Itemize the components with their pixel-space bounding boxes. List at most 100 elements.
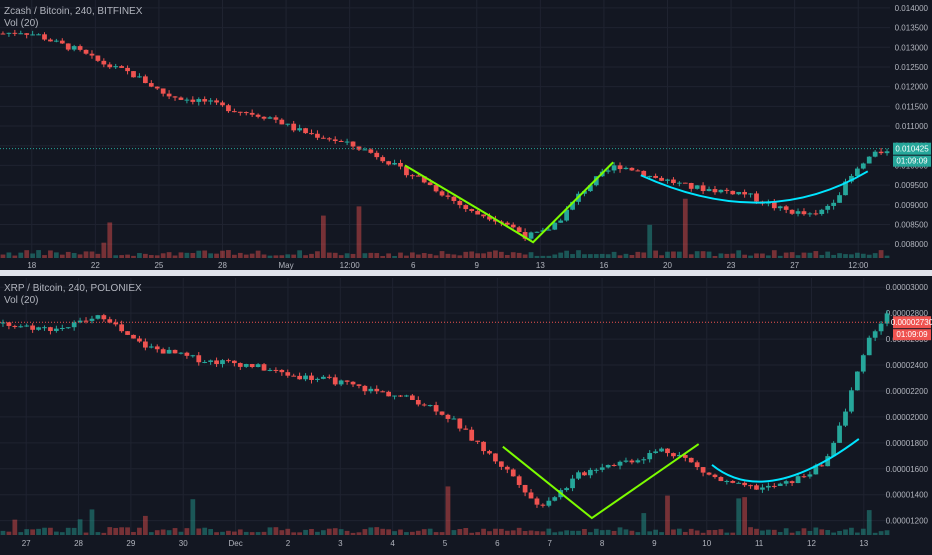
volume-bar [617,255,623,258]
volume-bar [516,527,522,535]
volume-bar [143,253,148,258]
candle-body [410,175,415,177]
candle-body [12,325,18,327]
volume-bar [706,251,712,258]
candle-body [712,189,718,193]
countdown-tag [893,155,931,167]
volume-bar [653,529,658,535]
candle-body [71,46,77,50]
volume-bar [255,532,261,535]
candle-body [866,337,872,356]
volume-bar [24,250,30,258]
candle-body [878,323,884,332]
volume-bar [42,255,47,258]
candle-body [700,467,706,473]
volume-bar [837,253,842,258]
candle-body [374,152,380,158]
volume-bar [255,250,261,258]
volume-bar [338,529,344,535]
candle-body [457,418,463,429]
volume-bar [510,530,516,535]
candle-body [813,213,819,215]
candle-body [398,162,403,167]
candle-body [766,485,771,488]
volume-bar [433,255,439,258]
volume-bar [0,254,6,258]
volume-bar [552,532,558,535]
candle-body [415,399,421,405]
volume-bar [160,529,166,535]
volume-bar [540,255,546,258]
volume-bar [504,530,510,535]
volume-bar [65,251,71,258]
volume-bar [831,254,836,258]
candle-body [825,205,831,210]
candle-body [789,481,795,484]
candle-body [380,391,386,393]
volume-bar [119,527,124,535]
volume-bar [392,255,397,258]
volume-bar [558,252,564,258]
x-tick-label: 18 [27,261,36,270]
candle-body [332,139,338,142]
candle-body [237,111,243,113]
volume-bar [178,252,184,258]
candle-body [677,182,682,184]
candle-body [671,179,676,184]
candle-body [617,461,623,466]
candle-body [659,177,664,181]
chart-title[interactable]: XRP / Bitcoin, 240, POLONIEX [4,283,142,294]
volume-bar [783,252,789,258]
volume-bar [196,528,202,535]
candle-body [131,71,136,78]
volume-bar [635,532,641,535]
candle-body [510,469,516,477]
volume-bar [552,254,558,258]
candle-body [160,349,166,354]
candle-body [166,93,172,97]
candle-body [410,395,415,400]
volume-bar [766,529,771,535]
candle-body [131,334,136,339]
candle-body [510,224,516,228]
volume-bar [202,250,208,258]
volume-bar [267,255,273,258]
x-tick-label: 9 [475,261,480,270]
x-tick-label: 3 [338,539,343,548]
volume-bar [499,528,504,535]
y-tick-label: 0.00001400 [886,491,929,500]
volume-bar [688,254,694,258]
candle-body [439,411,445,415]
volume-bar [623,253,629,258]
candle-body [641,170,647,177]
volume-bar [148,532,154,535]
candle-body [760,487,765,490]
candle-body [831,202,836,206]
volume-bar [237,252,243,258]
volume-bar [190,253,196,258]
x-tick-label: 6 [411,261,416,270]
x-tick-label: 28 [218,261,227,270]
volume-label[interactable]: Vol (20) [4,18,39,29]
y-tick-label: 0.014000 [895,4,929,13]
volume-bar [534,255,540,258]
volume-bar [380,255,386,258]
candle-body [232,111,237,113]
volume-bar [641,513,647,535]
volume-bar [469,532,475,535]
candle-body [309,375,314,380]
candle-body [469,429,475,441]
candle-body [54,328,59,331]
candle-body [386,161,391,165]
volume-bar [712,529,718,535]
candle-body [617,165,623,170]
chart-title[interactable]: Zcash / Bitcoin, 240, BITFINEX [4,6,143,17]
volume-bar [718,253,724,258]
volume-bar [843,529,848,535]
candle-body [71,322,77,328]
candle-body [18,326,24,328]
volume-label[interactable]: Vol (20) [4,295,39,306]
volume-bar [410,252,415,258]
